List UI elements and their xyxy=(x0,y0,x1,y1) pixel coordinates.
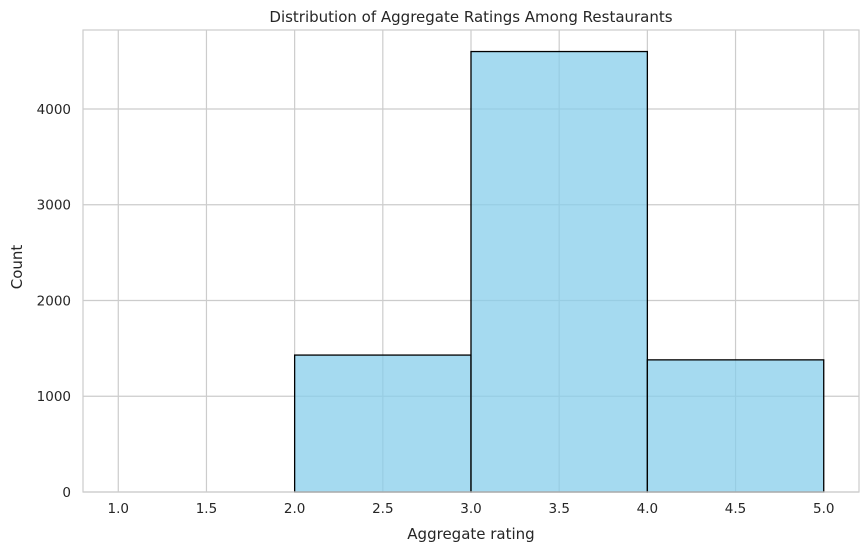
y-tick-label: 3000 xyxy=(37,198,71,214)
y-tick-label: 1000 xyxy=(37,389,71,405)
x-axis-ticks: 1.0 1.5 2.0 2.5 3.0 3.5 4.0 4.5 5.0 xyxy=(108,501,835,517)
x-tick-label: 4.5 xyxy=(725,501,746,517)
x-axis-label: Aggregate rating xyxy=(407,525,534,543)
y-axis-label: Count xyxy=(8,245,26,290)
y-tick-label: 4000 xyxy=(37,102,71,118)
histogram-bars xyxy=(293,50,825,493)
y-axis-ticks: 0 1000 2000 3000 4000 xyxy=(37,102,71,501)
x-tick-label: 2.0 xyxy=(284,501,305,517)
histogram-bar xyxy=(293,354,472,493)
plot-frame xyxy=(82,29,860,493)
x-tick-label: 5.0 xyxy=(813,501,834,517)
histogram-bar xyxy=(646,359,825,493)
x-tick-label: 4.0 xyxy=(637,501,658,517)
chart-title: Distribution of Aggregate Ratings Among … xyxy=(269,8,672,26)
y-tick-label: 0 xyxy=(62,485,71,501)
x-tick-label: 1.0 xyxy=(108,501,129,517)
histogram-bar xyxy=(470,50,649,493)
x-tick-label: 1.5 xyxy=(196,501,217,517)
x-tick-label: 2.5 xyxy=(372,501,393,517)
x-tick-label: 3.0 xyxy=(460,501,481,517)
x-tick-label: 3.5 xyxy=(548,501,569,517)
y-tick-label: 2000 xyxy=(37,293,71,309)
